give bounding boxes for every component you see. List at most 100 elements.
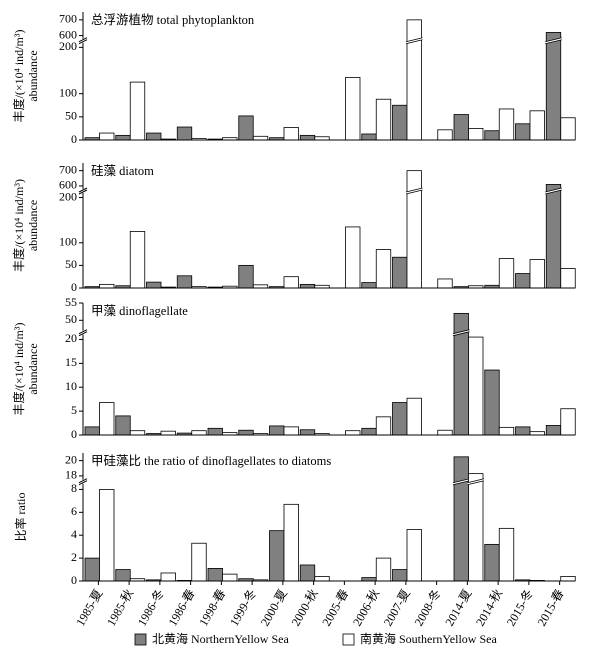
bar — [269, 425, 285, 436]
y-tick-label: 6 — [71, 504, 77, 518]
bar — [545, 425, 562, 436]
bar — [299, 134, 316, 141]
bar-break-line — [405, 187, 423, 193]
axis-break — [78, 480, 88, 486]
x-tick-label: 2015-冬 — [503, 586, 536, 628]
legend-swatch — [134, 633, 147, 646]
x-tick-label: 1998-春 — [196, 587, 228, 629]
bar — [361, 577, 377, 582]
bar-break — [453, 329, 470, 336]
x-tick-label: 1985-夏 — [73, 587, 105, 629]
legend-label: 北黄海 NorthernYellow Sea — [152, 631, 289, 646]
bar — [484, 369, 500, 436]
axis-break — [78, 39, 88, 45]
bar — [99, 283, 115, 289]
bar — [160, 572, 176, 582]
bar — [515, 273, 531, 289]
bar-break-line — [545, 39, 562, 45]
bar — [115, 569, 131, 582]
bar — [453, 114, 469, 141]
bar — [468, 473, 484, 582]
y-tick-label: 55 — [65, 295, 77, 309]
bar — [84, 557, 100, 582]
bar — [84, 426, 100, 436]
bar — [392, 569, 408, 582]
bar-break — [406, 188, 423, 194]
y-tick-label: 10 — [65, 379, 77, 393]
y-tick-label: 20 — [65, 331, 77, 345]
bar — [375, 98, 392, 141]
bar — [515, 426, 531, 436]
bar — [207, 427, 223, 436]
bar — [99, 402, 115, 436]
x-tick-label: 1985-秋 — [104, 587, 136, 629]
y-tick-label: 0 — [71, 427, 77, 441]
y-tick-label: 50 — [65, 257, 77, 271]
bar — [146, 281, 162, 289]
bar — [406, 170, 422, 289]
y-tick-label: 100 — [59, 85, 77, 99]
panel-title: 甲硅藻比 the ratio of dinoflagellates to dia… — [91, 454, 331, 468]
bar-break-line — [545, 37, 562, 43]
bar — [283, 276, 299, 289]
bar — [99, 489, 115, 582]
bar — [361, 133, 377, 141]
bar-break-line — [467, 480, 485, 486]
bar — [392, 104, 408, 141]
bar — [560, 268, 576, 289]
bar — [498, 426, 515, 436]
x-tick-label: 2000-夏 — [258, 587, 290, 629]
bar — [406, 19, 422, 141]
y-tick-label: 700 — [59, 12, 77, 26]
bar — [375, 249, 392, 289]
bar — [484, 130, 500, 141]
y-axis-label: 丰度/(×10⁴ ind/m³) — [11, 179, 26, 272]
y-tick-label: 5 — [71, 403, 77, 417]
bar-break-line — [405, 189, 423, 195]
y-tick-label: 4 — [71, 527, 77, 541]
y-tick-label: 200 — [59, 39, 77, 53]
y-axis-label: abundance — [26, 200, 40, 251]
x-tick-label: 2014-秋 — [473, 587, 505, 629]
y-tick-label: 100 — [59, 235, 77, 249]
bar — [498, 108, 515, 141]
y-tick-label: 0 — [71, 280, 77, 294]
x-tick-label: 1999-冬 — [226, 586, 259, 628]
bar — [238, 115, 254, 141]
x-tick-label: 2015-春 — [534, 587, 566, 629]
bar — [283, 503, 299, 582]
x-tick-label: 2006-秋 — [350, 587, 382, 629]
bar — [283, 127, 299, 141]
bar — [484, 543, 500, 582]
y-tick-label: 2 — [71, 550, 77, 564]
bar-break — [467, 478, 484, 485]
bar — [392, 256, 408, 289]
bar — [375, 416, 392, 436]
bar — [515, 123, 531, 141]
bar-break-line — [452, 480, 470, 486]
y-tick-label: 600 — [59, 178, 77, 192]
bar — [299, 283, 316, 289]
y-axis-label: 比率 ratio — [13, 493, 28, 542]
bar — [545, 32, 562, 141]
bar — [160, 430, 176, 436]
bar-break-line — [405, 37, 423, 43]
x-tick-label: 2005-春 — [319, 587, 351, 629]
bar — [468, 336, 484, 436]
bar — [453, 456, 469, 582]
bar — [115, 134, 131, 141]
bar-break-line — [545, 189, 562, 195]
bar-break — [406, 37, 423, 44]
bar — [99, 132, 115, 141]
bar — [529, 259, 545, 289]
bar — [238, 264, 254, 289]
bar — [437, 278, 453, 289]
bar — [498, 258, 515, 289]
axis-break — [78, 189, 88, 195]
bar — [129, 430, 146, 436]
y-tick-label: 200 — [59, 189, 77, 203]
bar — [361, 282, 377, 289]
bar — [345, 430, 361, 436]
bar — [560, 576, 576, 582]
bar-break-line — [467, 478, 485, 484]
